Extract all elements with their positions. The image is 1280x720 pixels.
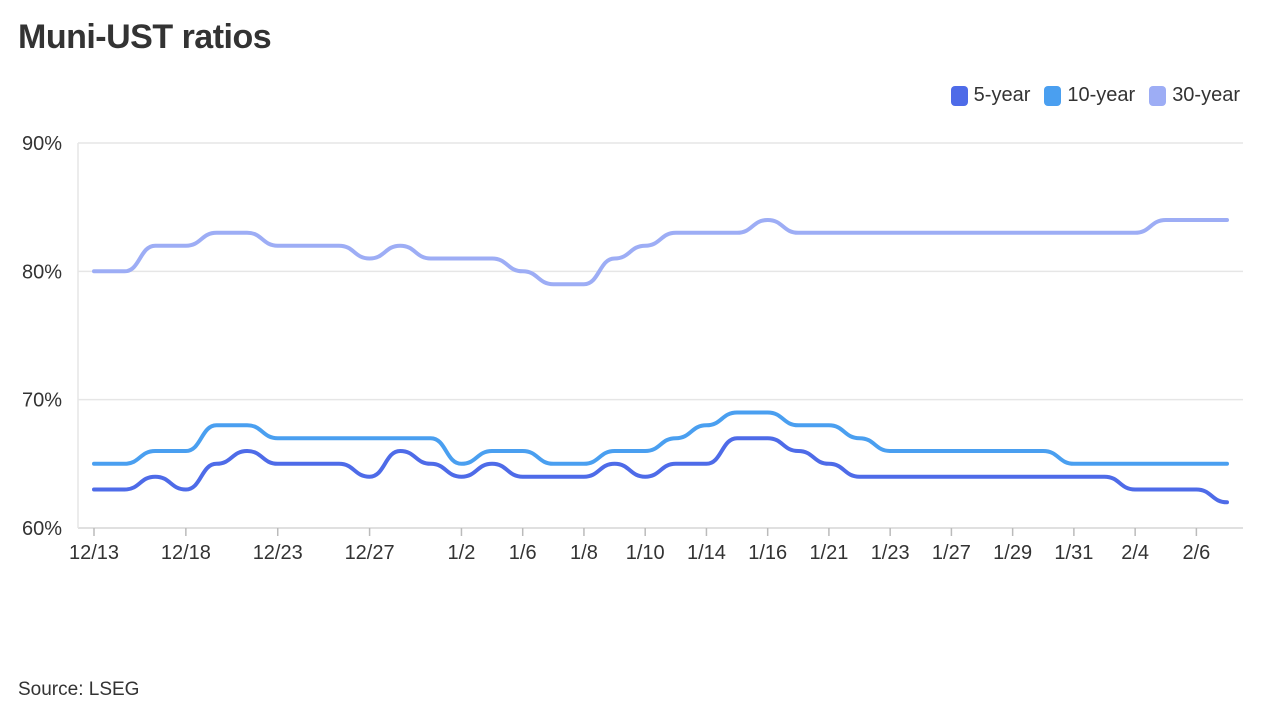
legend-swatch <box>1044 85 1062 106</box>
x-tick-label: 1/6 <box>509 542 537 564</box>
x-tick-label: 12/23 <box>253 542 303 564</box>
y-tick-label: 70% <box>22 390 62 412</box>
x-tick-label: 1/23 <box>871 542 910 564</box>
x-tick-label: 12/27 <box>345 542 395 564</box>
legend-swatch <box>1149 85 1167 106</box>
series-line-10-year <box>92 410 1229 466</box>
y-tick-label: 80% <box>22 261 62 283</box>
series-line-30-year <box>92 218 1229 287</box>
x-tick-label: 1/31 <box>1054 542 1093 564</box>
x-tick-label: 1/16 <box>748 542 787 564</box>
x-tick-label: 1/8 <box>570 542 598 564</box>
y-tick-label: 90% <box>22 133 62 155</box>
x-tick-label: 2/4 <box>1121 542 1149 564</box>
x-tick-label: 12/18 <box>161 542 211 564</box>
series-line-5-year <box>92 436 1229 505</box>
legend-swatch <box>950 85 968 106</box>
y-tick-label: 60% <box>22 518 62 540</box>
x-tick-label: 1/29 <box>993 542 1032 564</box>
legend-item-30-year: 30-year <box>1149 84 1240 107</box>
legend-item-10-year: 10-year <box>1044 84 1135 107</box>
legend-label: 10-year <box>1067 84 1136 106</box>
legend-label: 30-year <box>1172 84 1240 106</box>
x-tick-label: 1/2 <box>448 542 476 564</box>
legend-label: 5-year <box>973 84 1031 106</box>
x-tick-label: 1/21 <box>809 542 848 564</box>
x-tick-label: 1/10 <box>626 542 665 564</box>
chart-title: Muni-UST ratios <box>18 18 272 56</box>
x-tick-label: 2/6 <box>1182 542 1210 564</box>
x-tick-label: 1/14 <box>687 542 726 564</box>
x-tick-label: 12/13 <box>69 542 119 564</box>
x-tick-label: 1/27 <box>932 542 971 564</box>
legend-item-5-year: 5-year <box>950 84 1031 107</box>
source-note: Source: LSEG <box>18 679 140 700</box>
legend: 5-year 10-year 30-year <box>950 84 1240 107</box>
